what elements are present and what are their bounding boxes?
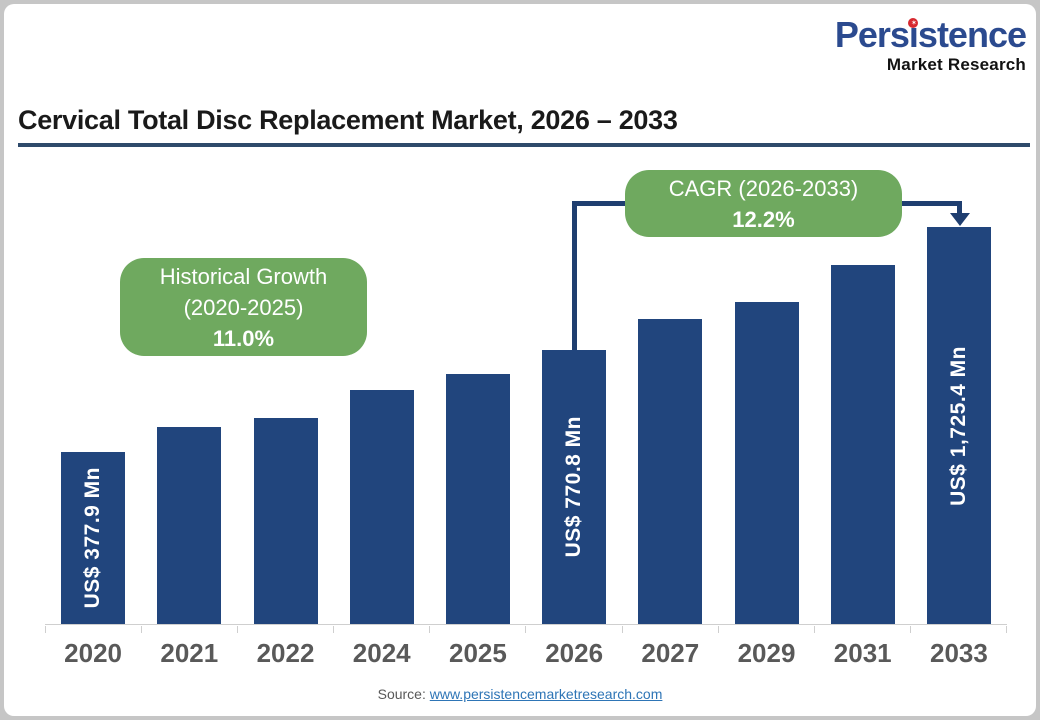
axis-tick [526, 626, 623, 633]
historical-growth-line2: (2020-2025) [183, 294, 304, 320]
source-label: Source: [377, 686, 426, 702]
bar-2029 [734, 302, 799, 624]
cagr-value: 12.2% [732, 206, 795, 232]
historical-growth-callout: Historical Growth (2020-2025) 11.0% [120, 258, 367, 356]
x-axis-label-2020: 2020 [64, 638, 123, 668]
bar-value-label-2026: US$ 770.8 Mn [562, 416, 586, 558]
cagr-callout: CAGR (2026-2033) 12.2% [625, 170, 902, 237]
x-axis-label-2022: 2022 [256, 638, 315, 668]
bar-value-label-2033: US$ 1,725.4 Mn [946, 345, 970, 506]
axis-tick [911, 626, 1007, 633]
axis-tick [238, 626, 335, 633]
axis-tick [815, 626, 911, 633]
axis-tick [623, 626, 719, 633]
bar-2026: US$ 770.8 Mn [542, 350, 607, 624]
axis-tick [46, 626, 143, 633]
logo-text-pre: Pers [834, 14, 910, 55]
x-axis-label-2025: 2025 [448, 638, 507, 668]
x-axis-label-2031: 2031 [833, 638, 892, 668]
x-axis-label-2026: 2026 [545, 638, 604, 668]
source-line: Source: www.persistencemarketresearch.co… [0, 686, 1040, 702]
cagr-line1: CAGR (2026-2033) [668, 175, 859, 201]
x-axis-label-2024: 2024 [352, 638, 411, 668]
x-axis-label-2027: 2027 [641, 638, 700, 668]
logo-red-dot-icon: ✶ [908, 18, 919, 28]
logo-star-icon: ✶ [910, 19, 917, 27]
logo-persistence-market-research: Persi ✶ stence Market Research [834, 14, 1027, 75]
x-axis-labels: 2020 2021 2022 2024 2025 2026 2027 2029 2031 2033 [45, 638, 1007, 669]
axis-tick [334, 626, 431, 633]
cagr-connector-vertical-from-2026 [572, 201, 577, 351]
bar-2021 [157, 427, 222, 624]
x-axis-ticks [45, 626, 1007, 633]
x-axis-label-2021: 2021 [160, 638, 219, 668]
bar-2020: US$ 377.9 Mn [61, 452, 126, 624]
logo-subtitle: Market Research [886, 54, 1026, 74]
logo-text-post: stence [917, 14, 1027, 55]
title-underline [18, 143, 1030, 147]
source-link[interactable]: www.persistencemarketresearch.com [429, 686, 663, 702]
x-axis-label-2029: 2029 [737, 638, 796, 668]
bar-2031 [830, 265, 895, 624]
bar-2027 [638, 319, 703, 624]
bar-2033: US$ 1,725.4 Mn [926, 227, 991, 624]
historical-growth-value: 11.0% [212, 325, 275, 351]
bar-2025 [445, 374, 510, 624]
historical-growth-line1: Historical Growth [159, 263, 328, 289]
page-title: Cervical Total Disc Replacement Market, … [18, 105, 678, 135]
logo-wordmark: Persi ✶ stence [834, 14, 1027, 55]
cagr-connector-vertical-to-2033 [957, 201, 962, 214]
axis-tick [430, 626, 527, 633]
axis-tick [719, 626, 815, 633]
bar-2024 [349, 390, 414, 624]
axis-tick [142, 626, 239, 633]
logo-letter-i: i [908, 14, 919, 55]
bar-value-label-2020: US$ 377.9 Mn [81, 467, 105, 609]
x-axis-label-2033: 2033 [930, 638, 988, 668]
cagr-arrow-down-icon [950, 213, 970, 226]
bar-2022 [253, 418, 318, 624]
plot-area: US$ 377.9 Mn US$ 770.8 Mn US$ 1,725.4 Mn [45, 200, 1007, 625]
